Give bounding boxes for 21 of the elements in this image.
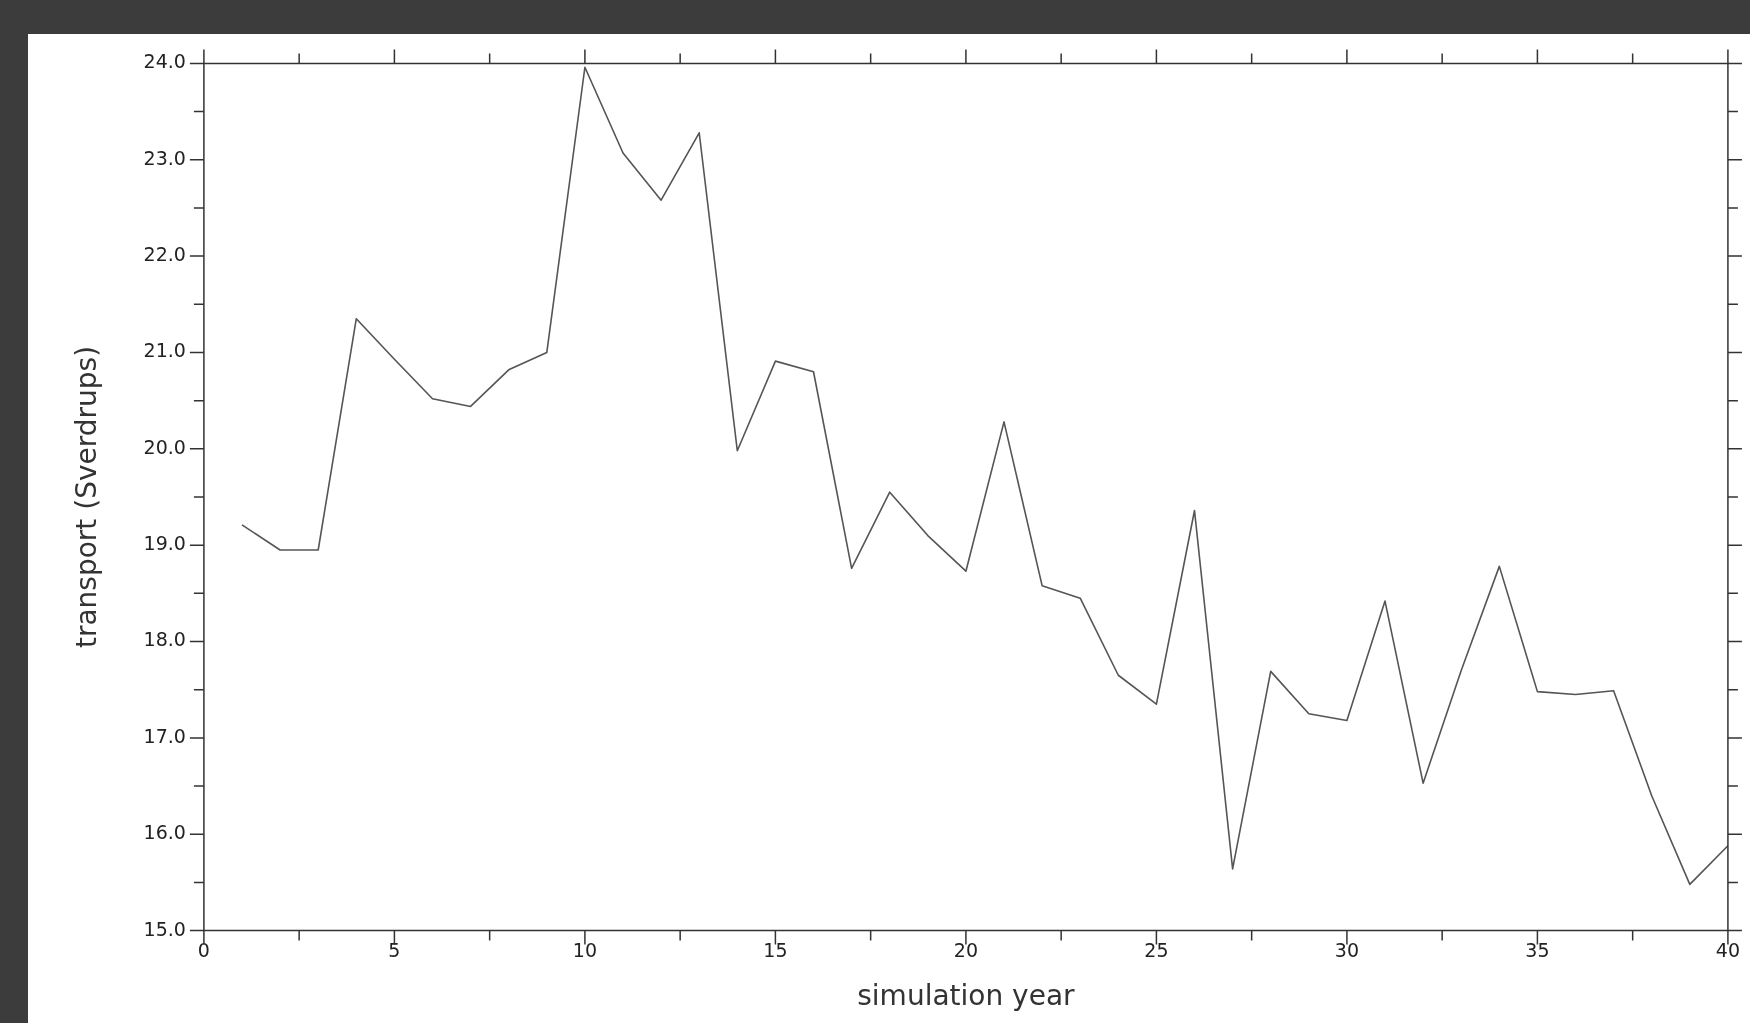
x-tick-label: 35	[1525, 938, 1550, 961]
x-tick-label: 25	[1144, 938, 1169, 961]
y-tick-label: 15.0	[143, 917, 186, 940]
y-tick-label: 16.0	[143, 821, 186, 844]
x-tick-label: 15	[763, 938, 788, 961]
y-tick-label: 18.0	[143, 628, 186, 651]
y-tick-label: 19.0	[143, 532, 186, 555]
y-tick-label: 20.0	[143, 435, 186, 458]
x-tick-label: 20	[953, 938, 978, 961]
y-tick-label: 24.0	[143, 50, 186, 73]
x-tick-label: 10	[572, 938, 597, 961]
y-tick-label: 23.0	[143, 146, 186, 169]
x-tick-label: 40	[1715, 938, 1741, 961]
x-tick-label: 5	[388, 938, 401, 961]
x-axis-title: simulation year	[857, 979, 1076, 1013]
y-axis-title: transport (Sverdrups)	[70, 345, 104, 649]
y-tick-label: 21.0	[143, 339, 186, 362]
x-tick-label: 30	[1334, 938, 1359, 961]
y-tick-label: 17.0	[143, 724, 186, 747]
y-tick-label: 22.0	[143, 243, 186, 266]
x-tick-label: 0	[197, 938, 210, 961]
